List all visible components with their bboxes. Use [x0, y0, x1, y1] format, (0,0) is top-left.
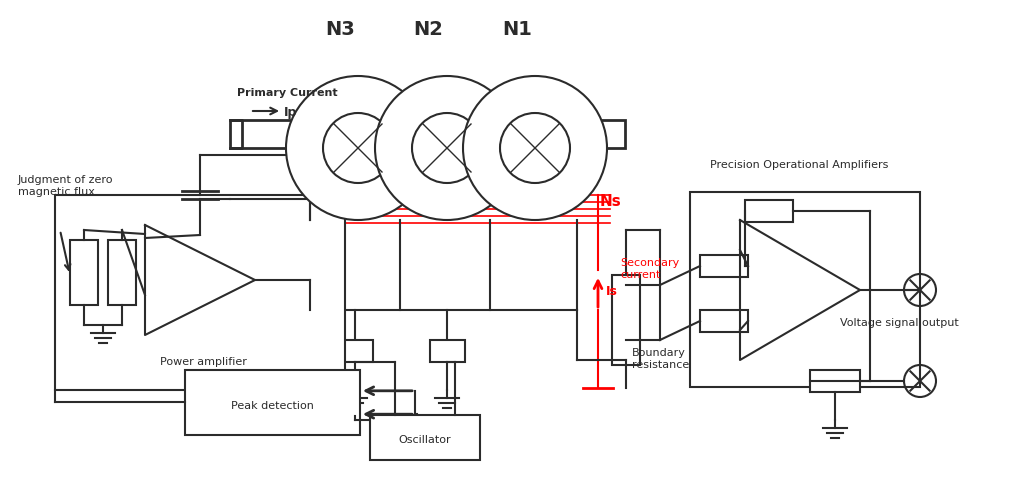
Polygon shape [740, 220, 860, 360]
Bar [338, 340, 373, 362]
Text: N2: N2 [413, 20, 443, 39]
Bar [700, 255, 748, 277]
Bar [230, 120, 625, 148]
Circle shape [463, 76, 607, 220]
Text: Boundary
resistance: Boundary resistance [632, 348, 689, 370]
Text: N3: N3 [326, 20, 355, 39]
Text: Peak detection: Peak detection [230, 401, 313, 411]
Text: Voltage signal output: Voltage signal output [840, 318, 958, 328]
Circle shape [323, 113, 393, 183]
Bar [745, 200, 793, 222]
Bar [108, 240, 136, 305]
Circle shape [412, 113, 482, 183]
Bar [70, 240, 98, 305]
Bar [612, 275, 640, 365]
Text: Judgment of zero
magnetic flux: Judgment of zero magnetic flux [18, 175, 114, 197]
Circle shape [286, 76, 430, 220]
Bar [185, 370, 360, 435]
Bar [810, 370, 860, 392]
Text: N1: N1 [502, 20, 531, 39]
Bar [700, 310, 748, 332]
Bar [55, 195, 345, 390]
Text: Primary Current: Primary Current [237, 88, 338, 98]
Text: Ip: Ip [284, 106, 297, 119]
Text: Oscillator: Oscillator [398, 435, 452, 445]
Text: Power amplifier: Power amplifier [160, 357, 247, 367]
Bar [430, 340, 465, 362]
Circle shape [500, 113, 570, 183]
Bar [370, 415, 480, 460]
Polygon shape [145, 225, 255, 335]
Bar [690, 192, 920, 387]
Text: Ns: Ns [600, 194, 622, 209]
Text: Precision Operational Amplifiers: Precision Operational Amplifiers [710, 160, 889, 170]
Text: Secondary
current: Secondary current [620, 258, 679, 280]
Text: Is: Is [606, 285, 617, 298]
Circle shape [375, 76, 519, 220]
